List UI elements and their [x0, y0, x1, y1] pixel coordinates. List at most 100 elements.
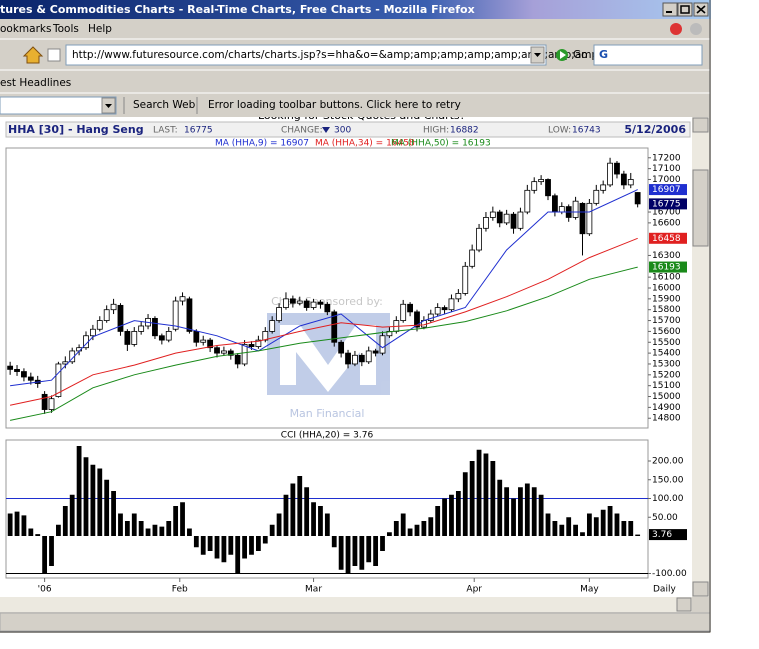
banner-link[interactable]: Looking for Stock Quotes and Charts? — [258, 109, 466, 122]
cci-bar — [276, 513, 282, 536]
candle-body — [248, 344, 255, 348]
cci-bar — [462, 472, 468, 536]
cci-bar — [131, 513, 137, 536]
cci-bar — [90, 464, 96, 536]
candle-body — [627, 179, 634, 186]
x-tick-label: '06 — [38, 585, 52, 595]
value-box — [649, 232, 687, 244]
menu-item[interactable]: Tools — [52, 23, 79, 35]
candle-body — [289, 298, 296, 304]
cci-bar — [193, 536, 199, 548]
home-button[interactable] — [22, 46, 44, 64]
value-box-label: 16907 — [652, 185, 681, 195]
cci-bar — [35, 534, 41, 536]
maximize-button[interactable] — [677, 2, 693, 17]
candle-body — [600, 184, 607, 191]
cci-bar — [290, 483, 296, 536]
y-tick-label: 17100 — [652, 164, 681, 174]
scroll-down[interactable] — [692, 581, 709, 597]
change-down-arrow — [322, 127, 330, 133]
cci-bar — [338, 536, 344, 570]
candle-body — [434, 307, 441, 315]
cci-bar — [352, 536, 358, 566]
candle-body — [503, 213, 510, 224]
cci-bar — [283, 494, 289, 536]
minimize-button[interactable] — [662, 2, 678, 17]
candle-body — [510, 213, 517, 229]
cci-bar — [180, 502, 185, 536]
cci-bar — [435, 506, 441, 536]
cci-bar — [614, 513, 620, 536]
cci-bar — [373, 536, 379, 566]
cci-bar — [97, 468, 103, 536]
candle-body — [117, 304, 124, 332]
url-field[interactable] — [65, 44, 547, 66]
candle-body — [455, 293, 462, 300]
candle-body — [345, 352, 351, 365]
cci-bar — [318, 506, 323, 536]
search-web-button[interactable]: Search Web — [133, 99, 196, 111]
x-tick-label: May — [580, 585, 599, 595]
candle-body — [14, 368, 20, 372]
cci-bar — [324, 513, 330, 536]
cci-bar — [235, 536, 241, 574]
value-box — [649, 529, 687, 541]
toolbar-error[interactable]: Error loading toolbar buttons. Click her… — [208, 99, 461, 111]
maximize-icon — [680, 5, 690, 14]
candle-body — [27, 376, 34, 381]
cci-bar — [490, 461, 496, 536]
status-bar — [0, 612, 711, 632]
candle-body — [552, 195, 558, 213]
bookmark-item[interactable]: est Headlines — [0, 77, 71, 89]
menu-item[interactable]: Help — [88, 23, 112, 35]
candle-body — [324, 303, 331, 313]
y-tick-label: 200.00 — [652, 457, 684, 467]
url-text: http://www.futuresource.com/charts/chart… — [72, 49, 625, 61]
candle-body — [138, 325, 145, 332]
toolbar-combo[interactable] — [0, 96, 117, 115]
candle-body — [48, 398, 55, 410]
cci-bar — [207, 536, 213, 551]
scroll-up[interactable] — [692, 117, 709, 133]
cci-bar — [173, 506, 179, 536]
candle-body — [517, 211, 524, 229]
candle-body — [620, 173, 627, 186]
cci-bar — [14, 511, 20, 536]
candle-body — [200, 339, 207, 343]
candle-body — [338, 341, 345, 354]
cci-bar — [366, 536, 372, 563]
candle-body — [379, 335, 386, 354]
search-field[interactable] — [593, 44, 703, 66]
candle-body — [352, 354, 358, 365]
menu-bar: ookmarks Tools Help — [0, 23, 702, 35]
horizontal-scrollbar[interactable] — [0, 597, 692, 612]
cci-bar — [607, 506, 613, 536]
y-tick-label: 50.00 — [652, 513, 678, 523]
cci-bar — [573, 524, 578, 536]
cci-bar — [407, 528, 413, 536]
cci-bar — [242, 536, 247, 559]
cci-bar — [304, 487, 310, 536]
candle-body — [524, 189, 531, 213]
y-tick-label: 14800 — [652, 414, 681, 424]
stat-value: 16775 — [184, 126, 213, 136]
cci-bar — [69, 494, 75, 536]
go-label[interactable]: Go — [573, 49, 588, 61]
value-box-label: 16458 — [652, 234, 681, 244]
candle-body — [310, 301, 317, 308]
menu-item[interactable]: ookmarks — [0, 23, 51, 35]
cci-bar — [538, 494, 544, 536]
candle-body — [469, 249, 476, 267]
candle-body — [572, 200, 579, 218]
candle-body — [110, 303, 117, 311]
cci-title: CCI (HHA,20) = 3.76 — [281, 431, 374, 441]
y-tick-label: 15700 — [652, 316, 681, 326]
scroll-thumb[interactable] — [692, 169, 709, 247]
cci-bar — [414, 524, 420, 536]
cci-bar — [152, 524, 158, 536]
cci-bar — [262, 536, 268, 544]
cci-bar — [518, 487, 523, 536]
candle-body — [124, 331, 131, 345]
candle-body — [634, 192, 641, 205]
scroll-right[interactable] — [676, 597, 692, 612]
